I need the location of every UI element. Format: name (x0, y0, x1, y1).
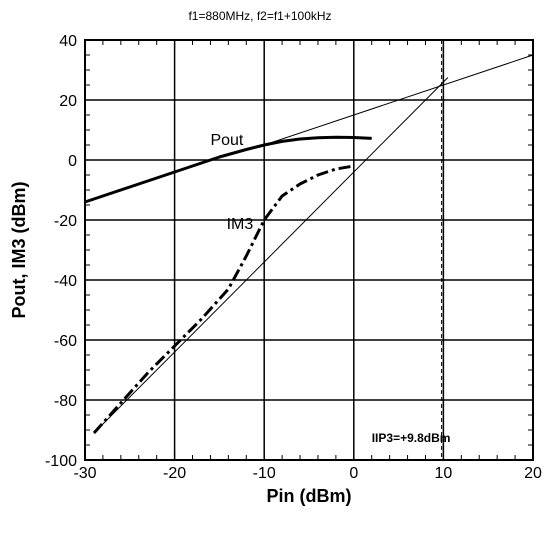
y-tick-label: -60 (54, 333, 77, 350)
x-tick-label: -30 (73, 465, 96, 482)
y-tick-label: 40 (59, 33, 77, 50)
series-line (84, 135, 372, 204)
x-tick-label: 0 (349, 465, 358, 482)
series-labels: Pout IM3 IIP3=+9.8dBm (210, 132, 450, 445)
series-line (92, 164, 355, 434)
y-tick-label: -80 (54, 393, 77, 410)
x-tick-label: -20 (163, 465, 186, 482)
series-line (93, 77, 449, 434)
x-axis-label: Pin (dBm) (267, 486, 352, 506)
y-tick-label: 20 (59, 93, 77, 110)
series-label: IM3 (227, 216, 254, 233)
x-tick-label: 20 (524, 465, 542, 482)
x-tick-label: 10 (435, 465, 453, 482)
grid (85, 40, 533, 460)
y-tick-label: -100 (45, 453, 77, 470)
series-line (264, 54, 534, 146)
chart-title: f1=880MHz, f2=f1+100kHz (188, 9, 331, 23)
plot-frame (84, 39, 534, 461)
y-tick-label: 0 (68, 153, 77, 170)
y-tick-label: -40 (54, 273, 77, 290)
series-group (84, 40, 534, 460)
series-label: Pout (210, 132, 243, 149)
iip3-annotation: IIP3=+9.8dBm (372, 431, 451, 445)
y-axis-label: Pout, IM3 (dBm) (9, 182, 29, 319)
x-tick-label: -10 (253, 465, 276, 482)
y-tick-label: -20 (54, 213, 77, 230)
